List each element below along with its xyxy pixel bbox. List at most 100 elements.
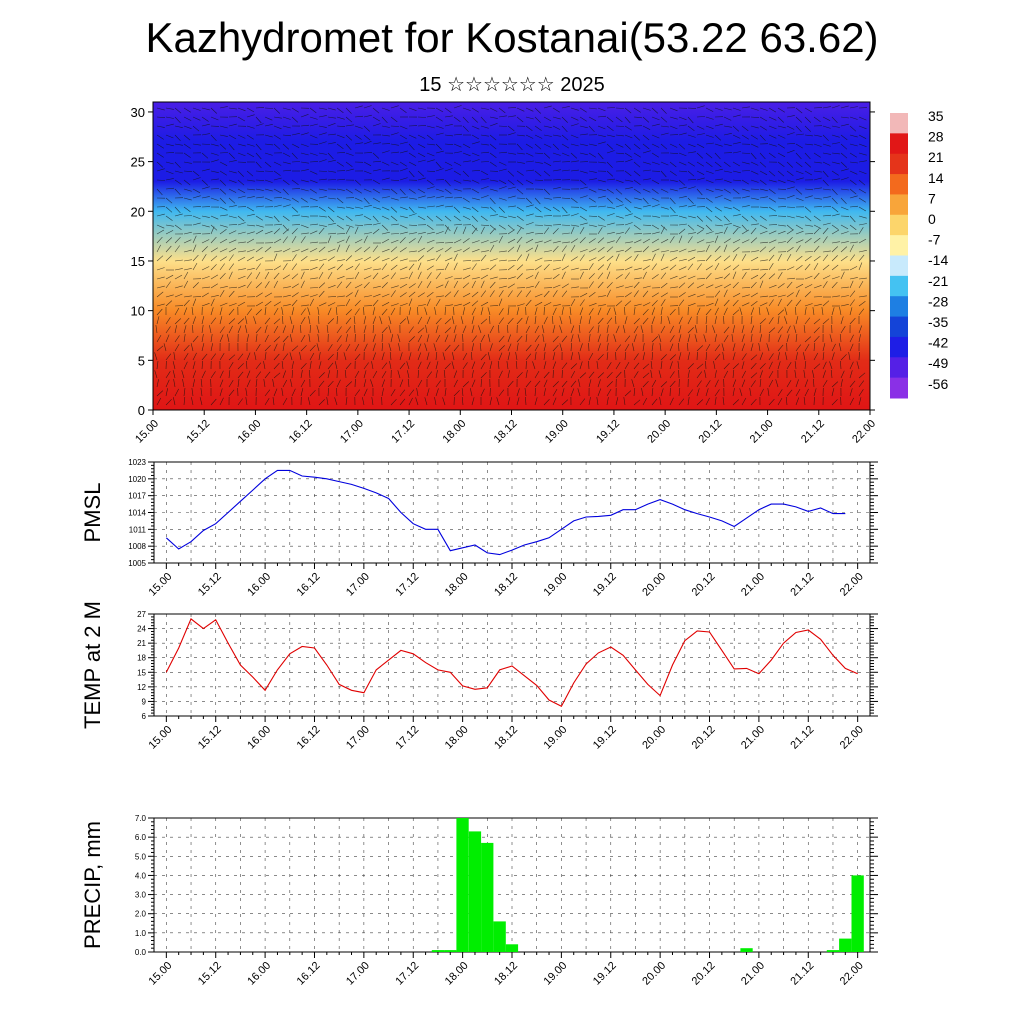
wind-barb — [498, 324, 500, 334]
wind-barb — [327, 223, 336, 226]
wind-barb — [624, 351, 627, 361]
wind-barb — [804, 215, 812, 222]
wind-barb — [795, 344, 802, 352]
wind-barb — [759, 125, 767, 131]
wind-barb — [624, 213, 633, 217]
wind-barb — [507, 307, 510, 316]
wind-barb — [498, 345, 505, 352]
wind-barb — [687, 397, 690, 406]
wind-barb — [678, 248, 687, 253]
wind-barb — [624, 179, 633, 182]
wind-barb — [534, 244, 539, 253]
wind-barb — [264, 352, 267, 361]
wind-barb — [309, 161, 319, 163]
wind-barb — [669, 250, 678, 253]
wind-barb — [561, 271, 566, 280]
wind-barb — [732, 170, 741, 174]
precip-bar — [468, 831, 482, 952]
wind-barb — [651, 134, 660, 139]
wind-barb — [525, 396, 527, 406]
wind-barb — [687, 116, 694, 124]
y-tick-label: 7.0 — [135, 814, 147, 823]
wind-barb — [174, 274, 183, 280]
wind-barb — [552, 160, 561, 163]
wind-barb — [597, 281, 604, 289]
wind-barb — [219, 214, 228, 217]
wind-barb — [849, 388, 853, 397]
wind-barb — [183, 107, 191, 113]
wind-barb — [552, 125, 561, 130]
wind-barb — [453, 170, 462, 176]
wind-barb — [426, 179, 434, 185]
wind-barb — [372, 307, 376, 316]
wind-barb — [651, 263, 657, 271]
wind-barb — [201, 196, 210, 199]
wind-barb — [578, 324, 581, 334]
wind-barb — [849, 205, 859, 208]
y-tick-label: 1020 — [128, 475, 146, 484]
wind-barb — [435, 272, 442, 280]
wind-barb — [606, 262, 611, 271]
wind-barb — [219, 170, 227, 176]
wind-barb — [660, 161, 669, 166]
wind-barb — [849, 116, 858, 120]
wind-barb — [561, 283, 569, 289]
wind-barb — [732, 388, 735, 397]
x-tick-label: 17.00 — [344, 571, 372, 599]
x-tick-label: 19.00 — [542, 960, 570, 988]
wind-barb — [228, 170, 237, 174]
wind-barb — [768, 170, 776, 177]
wind-barb — [372, 352, 376, 361]
wind-barb — [678, 292, 686, 298]
wind-barb — [201, 353, 208, 361]
wind-barb — [246, 134, 254, 140]
wind-barb — [597, 264, 605, 271]
wind-barb — [777, 224, 786, 227]
wind-barb — [543, 398, 550, 406]
wind-barb — [425, 325, 428, 334]
wind-barb — [705, 142, 714, 145]
wind-barb — [669, 143, 678, 148]
wind-barb — [498, 197, 507, 201]
wind-barb — [318, 271, 324, 280]
wind-barb — [273, 253, 278, 262]
wind-barb — [345, 326, 352, 334]
wind-barb — [210, 274, 219, 280]
wind-barb — [561, 214, 570, 217]
wind-barb — [696, 371, 703, 379]
wind-barb — [192, 324, 194, 334]
wind-barb — [291, 179, 299, 185]
wind-barb — [291, 143, 300, 148]
wind-barb — [291, 273, 299, 280]
wind-barb — [633, 224, 641, 230]
wind-barb — [525, 160, 534, 163]
colorbar-swatch — [890, 255, 908, 277]
wind-barb — [417, 255, 425, 262]
wind-barb — [606, 282, 613, 289]
wind-barb — [354, 300, 361, 307]
wind-barb — [669, 275, 678, 280]
wind-barb — [678, 215, 687, 219]
wind-barb — [741, 224, 748, 232]
wind-barb — [156, 152, 164, 158]
wind-barb — [219, 179, 227, 186]
wind-barb — [165, 388, 168, 397]
wind-barb — [424, 343, 428, 352]
wind-barb — [741, 272, 747, 280]
wind-barb — [453, 105, 462, 109]
wind-barb — [588, 360, 590, 370]
wind-barb — [183, 388, 186, 397]
wind-barb — [858, 380, 865, 388]
wind-barb — [858, 160, 867, 163]
wind-barb — [417, 369, 419, 379]
wind-barb — [750, 188, 760, 190]
wind-barb — [345, 107, 352, 114]
wind-barb — [696, 229, 704, 235]
wind-barb — [750, 334, 753, 343]
wind-barb — [813, 170, 822, 173]
wind-barb — [444, 318, 452, 325]
wind-barb — [786, 379, 792, 388]
wind-barb — [273, 301, 281, 307]
wind-barb — [532, 361, 536, 370]
wind-barb — [750, 161, 759, 166]
